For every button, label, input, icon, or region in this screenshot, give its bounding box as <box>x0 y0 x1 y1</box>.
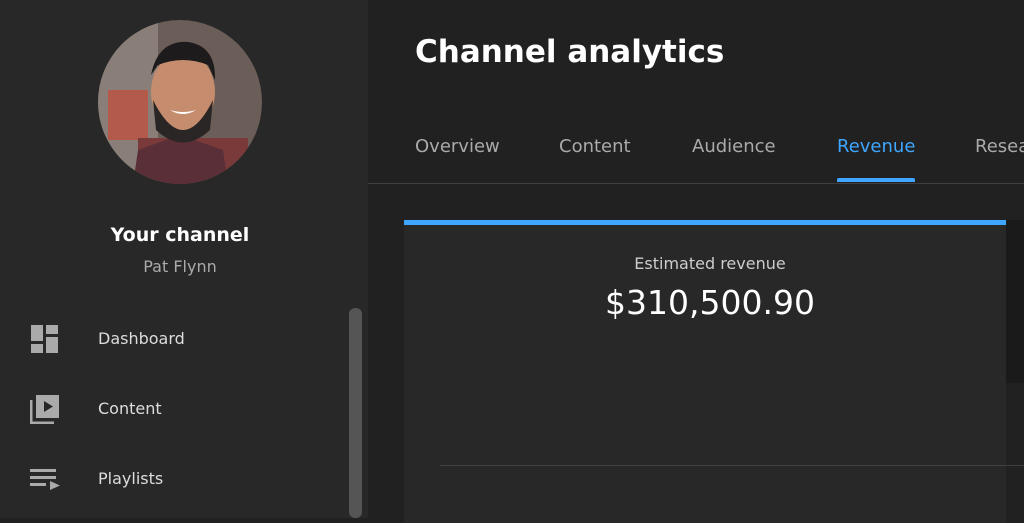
nav-label: Dashboard <box>98 329 185 348</box>
tab-indicator <box>837 178 915 182</box>
channel-name: Pat Flynn <box>143 257 217 276</box>
tab[interactable]: Research <box>975 136 1024 157</box>
dashboard-icon <box>31 325 58 353</box>
tab-bar: Overview Content Audience Revenue Research <box>368 0 1024 184</box>
content-icon <box>30 395 59 424</box>
sidebar: Your channel Pat Flynn Dashboard Content… <box>0 0 368 518</box>
nav-label: Content <box>98 399 162 418</box>
metric-label: Estimated revenue <box>634 254 786 273</box>
divider <box>440 465 1024 466</box>
tab[interactable]: Overview <box>415 136 500 157</box>
scrollbar[interactable] <box>349 308 362 518</box>
avatar[interactable] <box>98 20 262 184</box>
nav-item[interactable]: Dashboard <box>0 309 345 369</box>
nav-item[interactable]: Playlists <box>0 449 345 509</box>
metric-card[interactable] <box>404 220 1006 523</box>
nav-item[interactable]: Content <box>0 379 345 439</box>
page-title: Channel analytics <box>415 34 725 70</box>
playlists-icon <box>30 469 60 490</box>
channel-label: Your channel <box>110 224 250 246</box>
tab[interactable]: Revenue <box>837 136 916 157</box>
nav-label: Playlists <box>98 469 164 488</box>
metric-value: $310,500.90 <box>605 283 815 322</box>
tab[interactable]: Content <box>559 136 631 157</box>
tab[interactable]: Audience <box>692 136 776 157</box>
side-panel <box>1006 220 1024 383</box>
divider <box>368 183 1024 184</box>
